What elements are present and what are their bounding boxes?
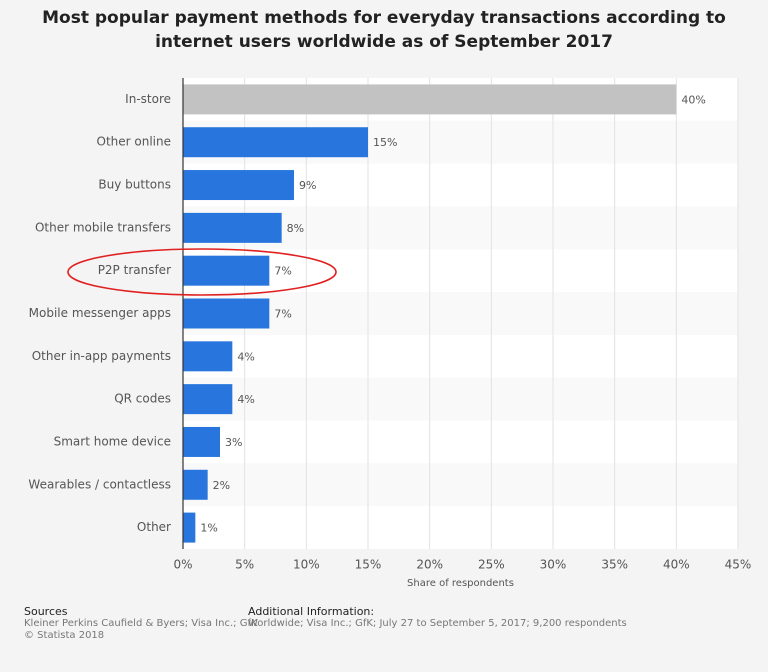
x-tick-label: 5% [235, 558, 254, 572]
y-tick-label: Other in-app payments [32, 349, 171, 363]
x-tick-label: 15% [355, 558, 382, 572]
value-label: 9% [299, 179, 316, 192]
x-axis-label: Share of respondents [407, 578, 514, 589]
x-tick-label: 20% [416, 558, 443, 572]
bar [183, 512, 196, 543]
y-tick-label: Other [137, 520, 171, 534]
bar [183, 84, 677, 115]
y-tick-label: QR codes [114, 392, 171, 406]
x-tick-label: 35% [601, 558, 628, 572]
x-tick-label: 25% [478, 558, 505, 572]
row-stripe [183, 420, 738, 464]
sources-text: Kleiner Perkins Caufield & Byers; Visa I… [24, 618, 258, 629]
sources: Sources Kleiner Perkins Caufield & Byers… [24, 606, 258, 642]
copyright: © Statista 2018 [24, 630, 105, 641]
chart: 0% 5% 10% 15% 20% 25% 30% 35% 40% 45% Share of res… [28, 78, 752, 589]
bar [183, 127, 368, 158]
value-label: 4% [237, 350, 254, 363]
row-stripe [183, 506, 738, 549]
x-tick-label: 0% [173, 558, 192, 572]
value-label: 15% [373, 136, 397, 149]
value-label: 40% [681, 93, 705, 106]
value-label: 3% [225, 436, 242, 449]
value-label: 8% [287, 222, 304, 235]
sources-title: Sources [24, 605, 68, 618]
bar [183, 384, 233, 415]
x-tick-label: 30% [540, 558, 567, 572]
y-tick-label: Other mobile transfers [35, 220, 171, 234]
bar [183, 255, 270, 286]
y-tick-label: Other online [97, 135, 172, 149]
bar [183, 341, 233, 372]
bar [183, 298, 270, 329]
value-label: 1% [200, 522, 217, 535]
row-stripe [183, 334, 738, 378]
bar [183, 212, 282, 243]
info-title: Additional Information: [248, 605, 375, 618]
bar [183, 426, 220, 457]
chart-title: Most popular payment methods for everyda… [42, 8, 726, 52]
x-tick-label: 10% [293, 558, 320, 572]
y-tick-label: Buy buttons [98, 178, 171, 192]
y-tick-label: Mobile messenger apps [29, 306, 171, 320]
row-stripe [183, 377, 738, 421]
value-label: 4% [237, 393, 254, 406]
row-stripe [183, 292, 738, 335]
row-stripe [183, 249, 738, 293]
row-stripe [183, 463, 738, 507]
y-tick-label: In-store [125, 92, 171, 106]
value-label: 7% [274, 308, 291, 321]
additional-info: Additional Information: Worldwide; Visa … [248, 606, 627, 630]
y-tick-label: P2P transfer [98, 263, 171, 277]
y-tick-label: Wearables / contactless [28, 477, 171, 491]
bar [183, 170, 294, 201]
y-tick-label: Smart home device [54, 434, 171, 448]
x-tick-label: 45% [725, 558, 752, 572]
value-label: 2% [213, 479, 230, 492]
highlight-ellipse [67, 248, 337, 296]
info-text: Worldwide; Visa Inc.; GfK; July 27 to Se… [248, 618, 627, 629]
value-label: 7% [274, 265, 291, 278]
bar [183, 469, 208, 500]
x-tick-label: 40% [663, 558, 690, 572]
